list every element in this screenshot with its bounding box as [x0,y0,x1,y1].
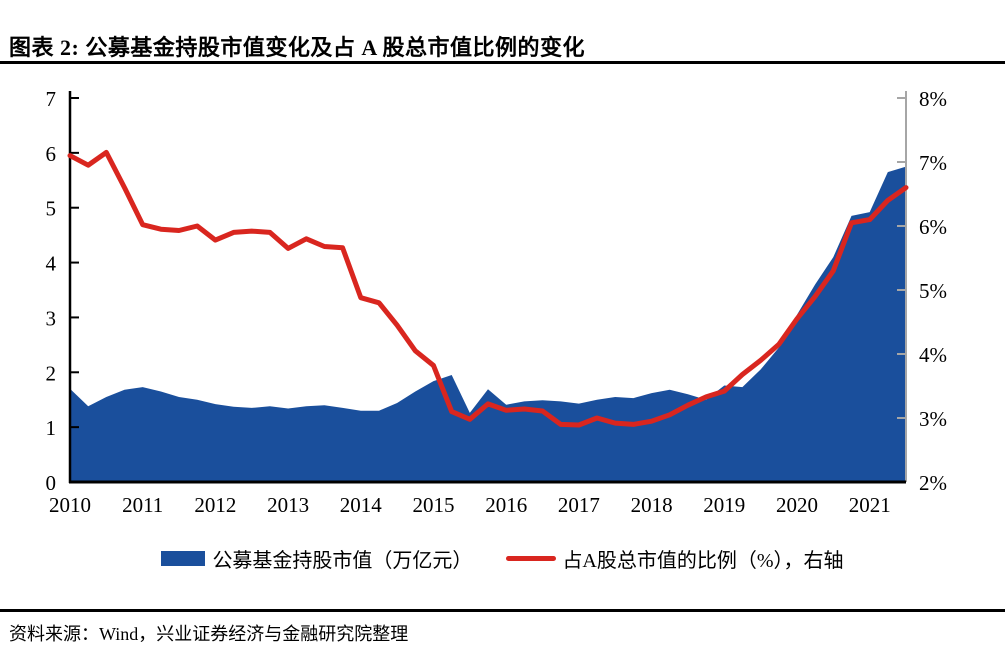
left-axis-tick-label: 5 [46,197,57,221]
line-series-swatch [506,556,557,561]
x-axis-tick-label: 2015 [413,493,455,517]
x-axis-tick-label: 2016 [485,493,527,517]
x-axis-tick-label: 2019 [703,493,745,517]
x-axis-tick-label: 2021 [849,493,891,517]
x-axis-tick-label: 2014 [340,493,383,517]
x-axis-tick-label: 2013 [267,493,309,517]
x-axis-tick-label: 2012 [194,493,236,517]
legend-label: 公募基金持股市值（万亿元） [212,550,473,572]
left-axis-tick-label: 0 [46,471,57,495]
right-axis-tick-label: 4% [919,343,947,367]
x-axis-tick-label: 2011 [122,493,163,517]
legend-item-ratio: 占A股总市值的比例（%），右轴 [506,544,844,573]
ratio-line-series [67,149,909,428]
legend-item-fund-holdings: 公募基金持股市值（万亿元） [161,544,472,573]
fund-holdings-area-series [70,166,906,482]
chart-canvas: 2% 3% 4% 5% 6% 7% 8% 0 1 2 3 4 5 6 7 2010 2011 2012 2013 20… [46,87,948,517]
x-axis-tick-label: 2020 [776,493,818,517]
x-axis-tick-label: 2018 [631,493,673,517]
area-series-swatch [161,551,206,566]
right-axis-tick-label: 7% [919,151,947,175]
x-axis-tick-label: 2017 [558,493,600,517]
left-axis-tick-label: 6 [46,142,57,166]
chart-legend: 公募基金持股市值（万亿元） 占A股总市值的比例（%），右轴 [0,544,1005,573]
title-divider [0,61,1005,64]
right-axis-tick-label: 2% [919,471,947,495]
x-axis-tick-label: 2010 [49,493,91,517]
left-axis-tick-label: 3 [46,306,57,330]
source-note: 资料来源：Wind，兴业证券经济与金融研究院整理 [9,624,409,644]
right-axis-tick-label: 8% [919,87,947,111]
left-axis-tick-label: 1 [46,416,57,440]
legend-label: 占A股总市值的比例（%），右轴 [562,550,844,572]
right-axis-tick-label: 5% [919,279,947,303]
left-axis-tick-label: 4 [46,252,57,276]
source-divider [0,609,1005,612]
right-axis-tick-label: 3% [919,407,947,431]
right-axis-tick-label: 6% [919,215,947,239]
left-axis-tick-label: 7 [46,87,57,111]
figure-title: 图表 2: 公募基金持股市值变化及占 A 股总市值比例的变化 [9,35,586,60]
left-axis-tick-label: 2 [46,361,57,385]
